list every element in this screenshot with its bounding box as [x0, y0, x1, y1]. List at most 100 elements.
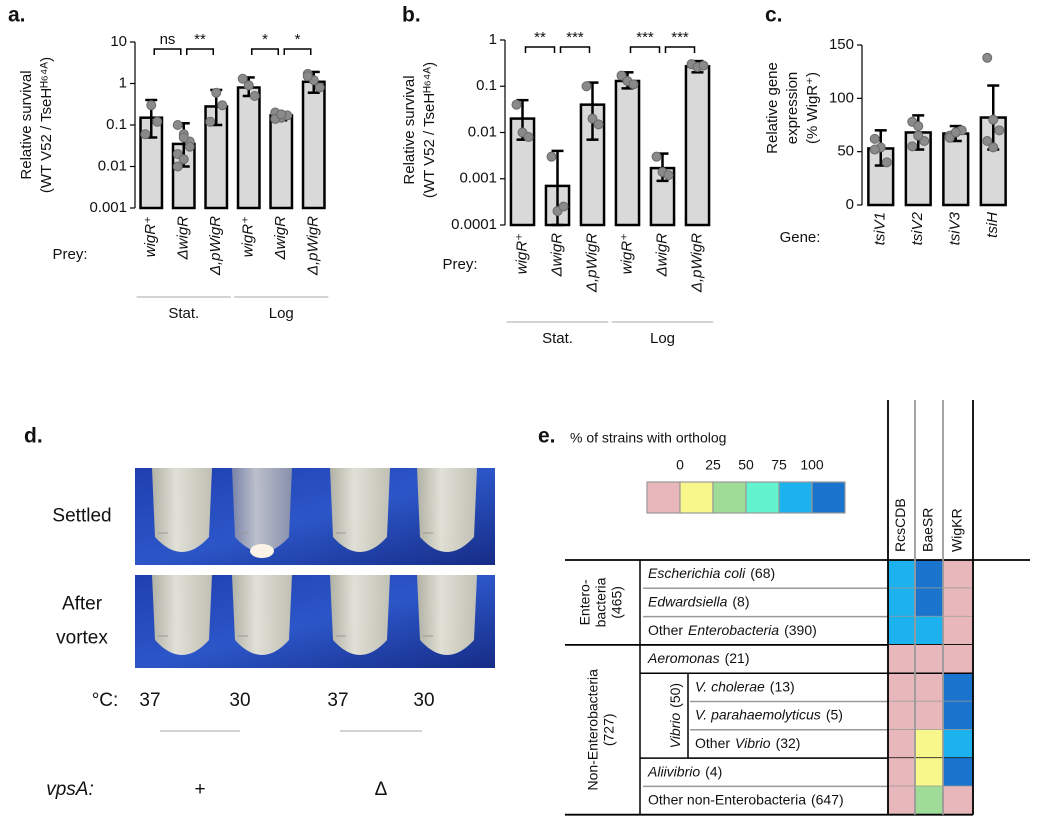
x-prefix: Prey: — [442, 256, 477, 273]
data-point — [558, 201, 569, 212]
data-point — [184, 141, 195, 152]
table-cell — [943, 786, 973, 815]
legend-swatch — [679, 481, 714, 514]
group-label: Log — [269, 305, 294, 322]
table-cell — [915, 758, 943, 787]
data-point — [243, 80, 254, 91]
data-point — [593, 119, 604, 130]
text-part: Vibrio — [667, 713, 683, 749]
tube — [330, 468, 390, 552]
table-cell — [915, 644, 943, 674]
data-point — [869, 144, 880, 155]
row-name: Aliivibrio (4) — [647, 763, 722, 779]
x-tick-label: Δ,pWigR — [207, 216, 224, 276]
x-tick-label: tsiH — [984, 212, 1001, 238]
data-point — [511, 99, 522, 110]
significance-bracket — [186, 48, 214, 55]
bar — [236, 86, 261, 210]
panel-label: e. — [538, 425, 556, 448]
table-cell — [943, 701, 973, 730]
data-point — [172, 120, 183, 130]
data-point — [651, 151, 662, 162]
x-tick-label: tsiV3 — [947, 211, 964, 245]
bar — [269, 114, 294, 210]
data-point — [988, 114, 999, 125]
temperature: 37 — [327, 690, 348, 711]
group-label: (727) — [601, 713, 617, 746]
significance-bracket — [629, 46, 661, 53]
data-point — [314, 82, 325, 93]
x-tick-label: Δ,pWigR — [583, 233, 600, 293]
y-tick-label: 0.001 — [89, 199, 127, 216]
y-tick-label: 100 — [829, 89, 854, 106]
data-point — [249, 90, 260, 101]
data-point — [276, 109, 287, 120]
text-part: Vibrio — [735, 735, 771, 751]
table-cell — [888, 673, 915, 702]
table-cell — [888, 729, 915, 759]
y-axis-label: (% WigR⁺) — [804, 72, 821, 144]
data-point — [982, 136, 993, 146]
bar — [614, 79, 641, 227]
text-part: Edwardsiella — [648, 593, 728, 609]
table-cell — [888, 701, 915, 730]
y-axis-label: Relative survival — [18, 70, 35, 179]
data-point — [907, 141, 918, 152]
data-point — [628, 79, 639, 90]
data-point — [523, 131, 534, 142]
group-label: Stat. — [168, 305, 199, 322]
text-part: Aliivibrio — [647, 763, 700, 779]
tube — [330, 575, 390, 655]
tube — [417, 575, 477, 655]
tube — [152, 575, 212, 655]
data-point — [982, 52, 993, 63]
genotype: + — [194, 779, 205, 800]
table-cell — [943, 673, 973, 702]
group-label: Entero- — [577, 579, 593, 625]
y-tick-label: 1 — [489, 31, 497, 48]
data-point — [178, 132, 189, 143]
text-part: Enterobacteria — [688, 621, 779, 637]
text-part: (50) — [667, 683, 683, 708]
y-tick-label: 0.1 — [106, 116, 127, 133]
y-tick-label: 50 — [837, 143, 854, 160]
table-cell — [943, 616, 973, 645]
y-tick-label: 150 — [829, 36, 854, 53]
legend-swatch — [811, 481, 846, 514]
table-cell — [888, 616, 915, 645]
pellet — [250, 544, 274, 558]
group-label: Non-Enterobacteria — [585, 669, 601, 791]
temperature: 30 — [229, 690, 250, 711]
text-part: Other — [648, 621, 683, 637]
data-point — [217, 100, 228, 111]
data-point — [869, 133, 880, 144]
data-point — [663, 170, 674, 181]
text-part: V. parahaemolyticus — [695, 706, 821, 722]
data-point — [994, 125, 1005, 136]
table-cell — [915, 588, 943, 617]
table-cell — [915, 673, 943, 702]
tube — [152, 468, 212, 552]
legend-swatch — [712, 481, 747, 514]
legend-tick-label: 25 — [705, 457, 721, 473]
significance-bracket — [153, 48, 182, 55]
legend-swatch — [646, 481, 681, 514]
row-name: V. cholerae (13) — [695, 678, 795, 694]
table-cell — [943, 729, 973, 759]
table-cell — [943, 644, 973, 674]
text-part: Escherichia coli — [648, 565, 746, 581]
significance-label: *** — [566, 29, 584, 46]
row-name: Edwardsiella (8) — [648, 593, 750, 609]
bar — [684, 65, 711, 227]
bar — [301, 80, 326, 210]
x-tick-label: tsiV1 — [872, 212, 889, 245]
table-cell — [915, 729, 943, 759]
legend-title: % of strains with ortholog — [570, 430, 726, 446]
data-point — [205, 116, 216, 127]
panel-label: d. — [24, 425, 43, 448]
y-tick-label: 1 — [119, 74, 127, 91]
significance-label: ns — [160, 31, 176, 48]
data-point — [146, 100, 157, 111]
y-tick-label: 0.01 — [98, 157, 127, 174]
text-part: (13) — [770, 678, 795, 694]
